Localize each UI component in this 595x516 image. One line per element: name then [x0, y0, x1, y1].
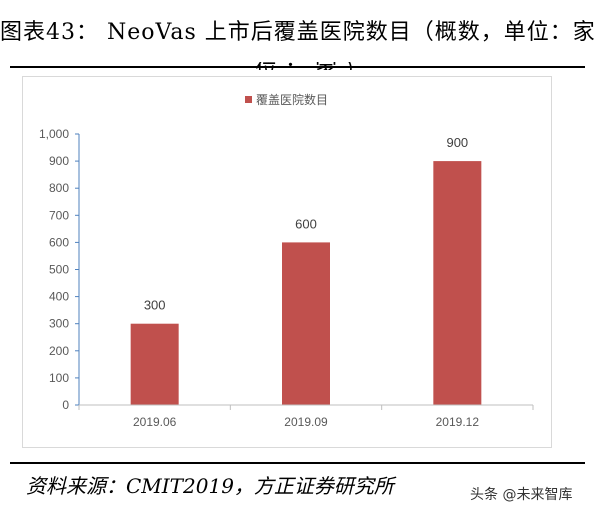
y-tick-label: 1,000 — [39, 127, 69, 141]
y-tick-label: 300 — [49, 317, 69, 331]
data-label: 300 — [144, 298, 166, 313]
y-tick-label: 900 — [49, 154, 69, 168]
figure-title: 图表43： NeoVas 上市后覆盖医院数目（概数，单位：家） — [0, 20, 595, 45]
y-tick-label: 700 — [49, 208, 69, 222]
legend: 覆盖医院数目 — [245, 92, 328, 107]
y-tick-label: 600 — [49, 235, 69, 249]
y-tick-label: 200 — [49, 344, 69, 358]
bottom-rule — [10, 462, 585, 464]
y-tick-label: 500 — [49, 263, 69, 277]
y-axis: 0 100 200 300 400 500 600 700 800 900 1,000 — [39, 127, 80, 412]
legend-label: 覆盖医院数目 — [256, 92, 328, 107]
bars — [130, 161, 482, 405]
legend-swatch — [245, 96, 252, 103]
bar-chart: 覆盖医院数目 0 100 200 300 400 500 600 700 800 900 1,000… — [39, 92, 534, 429]
bar — [282, 242, 330, 405]
x-tick-label: 2019.06 — [133, 415, 177, 429]
y-tick-label: 100 — [49, 371, 69, 385]
source-note: 资料来源：CMIT2019，方正证券研究所 — [26, 474, 394, 498]
chart-frame: 覆盖医院数目 0 100 200 300 400 500 600 700 800 900 1,000… — [22, 76, 552, 448]
x-axis: 2019.06 2019.09 2019.12 — [78, 404, 534, 429]
top-rule — [10, 66, 585, 68]
y-tick-label: 400 — [49, 290, 69, 304]
y-tick-label: 800 — [49, 181, 69, 195]
data-labels: 300 600 900 — [144, 135, 468, 313]
bar — [130, 323, 179, 405]
watermark: 头条 @未来智库 — [470, 487, 573, 503]
x-tick-label: 2019.09 — [284, 415, 328, 429]
x-tick-label: 2019.12 — [436, 415, 480, 429]
data-label: 600 — [295, 216, 317, 231]
data-label: 900 — [446, 135, 468, 150]
bar — [433, 161, 482, 405]
y-tick-label: 0 — [62, 398, 69, 412]
